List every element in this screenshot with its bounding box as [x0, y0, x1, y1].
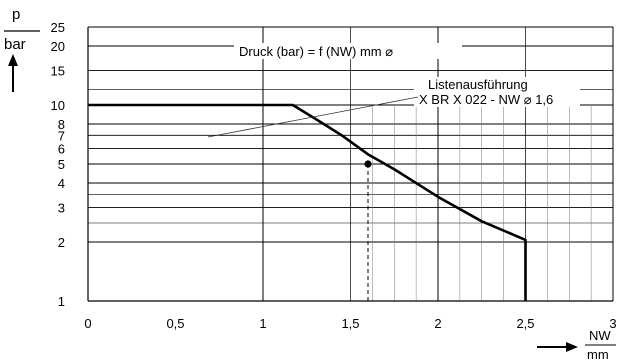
y-tick-label: 10 — [51, 98, 65, 113]
y-tick-label: 15 — [51, 63, 65, 78]
x-tick-label: 2,5 — [516, 316, 534, 331]
grid — [88, 26, 614, 301]
y-tick-label: 7 — [58, 128, 65, 143]
x-tick-label: 0,5 — [166, 316, 184, 331]
x-unit-mm: mm — [587, 347, 609, 362]
y-tick-label: 25 — [51, 20, 65, 35]
curve-label-bg — [234, 43, 462, 59]
y-tick-label: 20 — [51, 39, 65, 54]
y-tick-label: 1 — [58, 294, 65, 309]
x-unit-nw: NW — [589, 328, 611, 343]
y-unit-bar: bar — [4, 36, 26, 53]
y-tick-label: 2 — [58, 235, 65, 250]
x-tick-label: 0 — [84, 316, 91, 331]
list-label-line1: Listenausführung — [428, 77, 528, 92]
y-unit-p: p — [12, 6, 20, 23]
x-tick-label: 3 — [609, 316, 616, 331]
y-tick-label: 8 — [58, 117, 65, 132]
x-arrow-head — [566, 342, 578, 352]
series-layer — [88, 103, 527, 301]
series-line — [88, 103, 527, 301]
y-arrow-head — [8, 54, 18, 66]
curve-label: Druck (bar) = f (NW) mm ⌀ — [239, 44, 393, 59]
x-tick-label: 1 — [259, 316, 266, 331]
list-label-leader — [207, 96, 419, 138]
x-tick-label: 1,5 — [341, 316, 359, 331]
list-label-line2: X BR X 022 - NW ⌀ 1,6 — [419, 92, 553, 107]
y-tick-label: 3 — [58, 200, 65, 215]
marker-point — [364, 160, 372, 168]
y-tick-label: 5 — [58, 157, 65, 172]
y-tick-label: 4 — [58, 176, 65, 191]
x-tick-label: 2 — [434, 316, 441, 331]
y-tick-label: 6 — [58, 141, 65, 156]
list-label-bg — [414, 77, 580, 107]
